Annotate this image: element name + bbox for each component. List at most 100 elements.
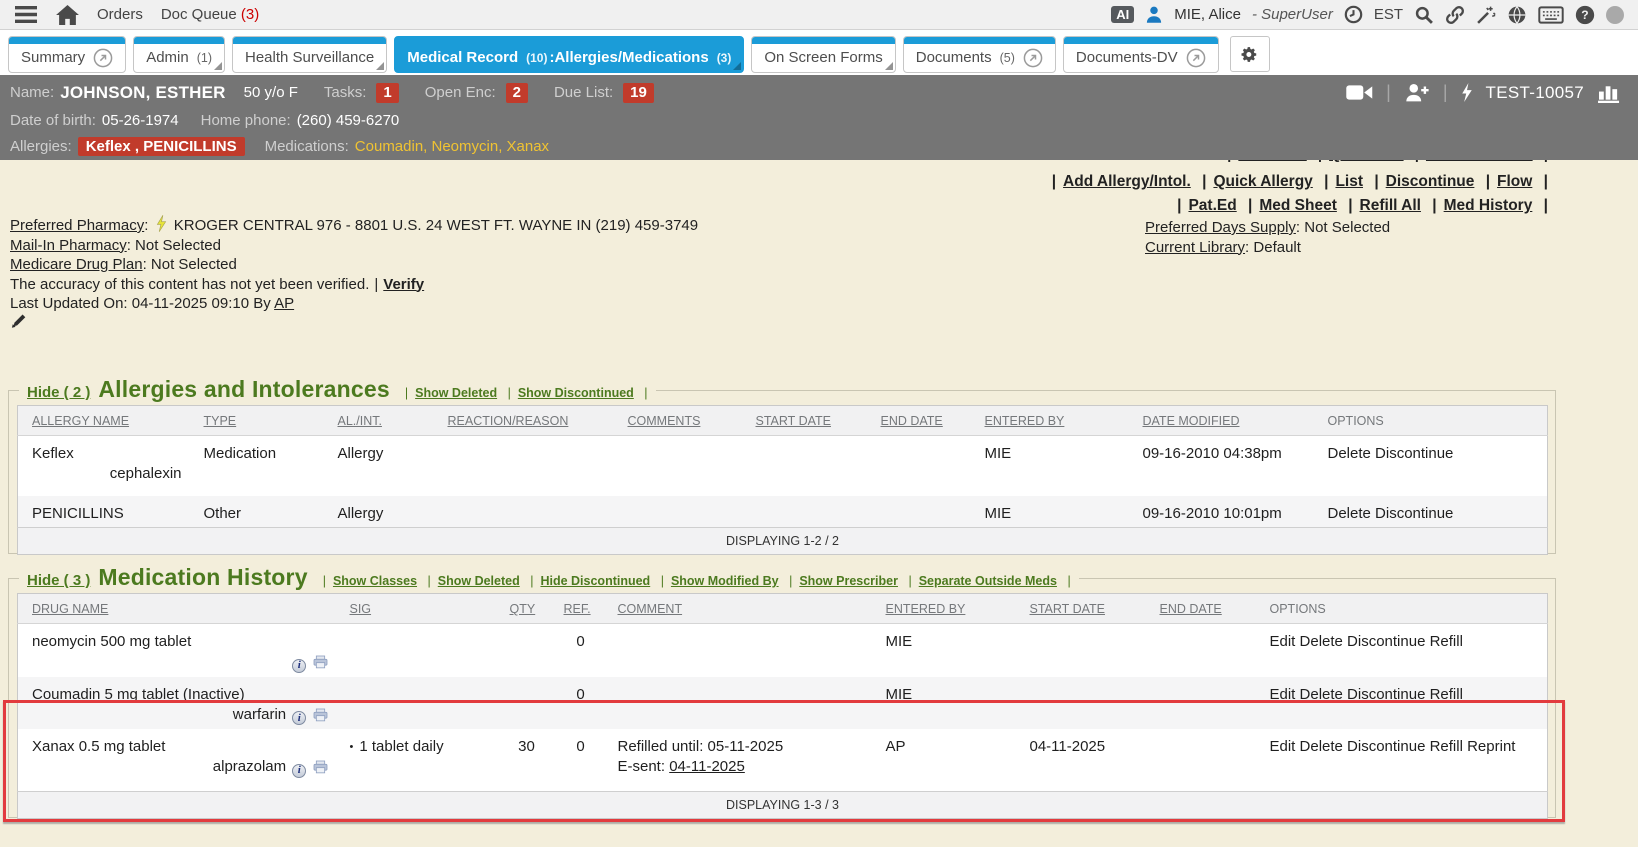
col-al-int[interactable]: AL./INT. — [337, 414, 382, 428]
menu-doc-queue[interactable]: Doc Queue (3) — [160, 6, 260, 23]
search-icon[interactable] — [1414, 5, 1434, 25]
drug-info-icon[interactable]: i — [292, 711, 307, 725]
col-start-date[interactable]: START DATE — [755, 414, 831, 428]
menu-orders[interactable]: Orders — [97, 6, 143, 23]
popout-icon[interactable] — [1023, 48, 1043, 68]
user-icon[interactable] — [1145, 5, 1163, 24]
col-comment[interactable]: COMMENT — [617, 602, 683, 616]
preferred-pharmacy-link[interactable]: Preferred Pharmacy — [10, 217, 148, 234]
tab-health-surveillance[interactable]: Health Surveillance — [232, 36, 388, 73]
col-drug-name[interactable]: DRUG NAME — [32, 602, 109, 616]
meds-header-row: DRUG NAME SIG QTY REF. COMMENT ENTERED B… — [17, 593, 1548, 624]
medication-action-links: Pat.Ed Med Sheet Refill All Med History — [1045, 194, 1548, 218]
allergy-name[interactable]: PENICILLINS — [17, 495, 190, 528]
col-qty[interactable]: QTY — [509, 602, 536, 616]
allergies-hide-link[interactable]: Hide ( 2 ) — [27, 384, 91, 401]
show-deleted-link[interactable]: Show Deleted — [421, 574, 520, 588]
refill-all-link[interactable]: Refill All — [1341, 197, 1421, 214]
col-end-date[interactable]: END DATE — [1159, 602, 1222, 616]
tab-settings-button[interactable] — [1229, 36, 1270, 72]
show-prescriber-link[interactable]: Show Prescriber — [782, 574, 898, 588]
medicare-drug-plan-link[interactable]: Medicare Drug Plan — [10, 256, 147, 273]
tab-summary[interactable]: Summary — [8, 36, 127, 73]
drug-info-icon[interactable]: i — [292, 763, 307, 778]
popout-icon[interactable] — [1186, 48, 1206, 68]
med-name[interactable]: neomycin 500 mg tablet — [32, 633, 192, 650]
med-options[interactable]: Edit Delete Discontinue Refill — [1255, 676, 1548, 729]
print-icon[interactable] — [313, 655, 328, 669]
avatar-placeholder[interactable] — [1606, 5, 1624, 24]
med-options[interactable]: Edit Delete Discontinue Refill Reprint — [1269, 738, 1516, 755]
verify-link[interactable]: Verify — [383, 275, 425, 293]
preferred-days-supply-link[interactable]: Preferred Days Supply — [1145, 219, 1300, 236]
add-allergy-link[interactable]: Add Allergy/Intol. — [1045, 173, 1191, 190]
edit-pencil-icon[interactable] — [10, 312, 27, 333]
link-icon[interactable] — [1445, 5, 1465, 25]
med-esent-date-link[interactable]: 04-11-2025 — [669, 758, 745, 775]
due-list-count-badge[interactable]: 19 — [623, 82, 654, 103]
tab-documents[interactable]: Documents (5) — [902, 36, 1056, 73]
help-icon[interactable]: ? — [1575, 5, 1595, 25]
video-camera-icon[interactable] — [1346, 84, 1373, 101]
chart-stats-icon[interactable] — [1597, 82, 1622, 103]
tab-admin[interactable]: Admin (1) — [133, 36, 225, 73]
col-entered-by[interactable]: ENTERED BY — [984, 414, 1065, 428]
med-name[interactable]: Coumadin 5 mg tablet (Inactive) — [32, 685, 245, 703]
show-classes-link[interactable]: Show Classes — [316, 574, 417, 588]
mail-in-pharmacy-link[interactable]: Mail-In Pharmacy — [10, 237, 131, 254]
add-user-icon[interactable] — [1404, 83, 1430, 102]
allergy-options[interactable]: Delete Discontinue — [1313, 495, 1548, 528]
tab-on-screen-forms[interactable]: On Screen Forms — [751, 36, 896, 73]
show-deleted-link[interactable]: Show Deleted — [398, 386, 497, 400]
keyboard-icon[interactable] — [1538, 5, 1564, 24]
allergy-name[interactable]: Keflex — [32, 445, 74, 462]
quick-allergy-link[interactable]: Quick Allergy — [1195, 173, 1312, 190]
allergies-alert-badge[interactable]: Keflex , PENICILLINS — [77, 137, 245, 156]
current-library-link[interactable]: Current Library — [1145, 239, 1249, 256]
print-icon[interactable] — [313, 760, 328, 774]
col-entered-by[interactable]: ENTERED BY — [885, 602, 966, 616]
med-sheet-link[interactable]: Med Sheet — [1241, 197, 1337, 214]
col-sig[interactable]: SIG — [349, 602, 372, 616]
drug-info-icon[interactable]: i — [292, 658, 307, 673]
popout-icon[interactable] — [93, 48, 113, 68]
show-discontinued-link[interactable]: Show Discontinued — [501, 386, 634, 400]
user-name[interactable]: MIE, Alice — [1174, 6, 1241, 23]
svg-text:?: ? — [1581, 8, 1588, 22]
med-name[interactable]: Xanax 0.5 mg tablet — [32, 738, 166, 755]
magic-wand-icon[interactable] — [1476, 5, 1496, 25]
open-enc-count-badge[interactable]: 2 — [505, 82, 528, 103]
show-modified-by-link[interactable]: Show Modified By — [654, 574, 779, 588]
lightning-bolt-icon[interactable] — [1461, 83, 1473, 102]
tasks-count-badge[interactable]: 1 — [376, 82, 399, 103]
col-comments[interactable]: COMMENTS — [627, 414, 701, 428]
print-icon[interactable] — [313, 708, 328, 722]
timezone-label[interactable]: EST — [1373, 6, 1403, 23]
tab-medical-record[interactable]: Medical Record (10) :Allergies/Medicatio… — [394, 36, 745, 73]
list-link[interactable]: List — [1317, 173, 1363, 190]
globe-icon[interactable] — [1507, 5, 1527, 25]
col-allergy-name[interactable]: ALLERGY NAME — [32, 414, 130, 428]
col-ref[interactable]: REF. — [563, 602, 591, 616]
med-history-link[interactable]: Med History — [1425, 197, 1533, 214]
discontinue-link[interactable]: Discontinue — [1367, 173, 1475, 190]
medications-summary[interactable]: Coumadin, Neomycin, Xanax — [354, 138, 550, 155]
allergy-options[interactable]: Delete Discontinue — [1327, 445, 1454, 462]
col-type[interactable]: TYPE — [203, 414, 237, 428]
flow-link[interactable]: Flow — [1479, 173, 1532, 190]
col-end-date[interactable]: END DATE — [880, 414, 943, 428]
ai-badge[interactable]: AI — [1111, 6, 1135, 23]
pat-ed-link[interactable]: Pat.Ed — [1170, 197, 1236, 214]
col-start-date[interactable]: START DATE — [1029, 602, 1105, 616]
hamburger-menu-icon[interactable] — [14, 5, 38, 24]
med-options[interactable]: Edit Delete Discontinue Refill — [1269, 633, 1463, 650]
separate-outside-meds-link[interactable]: Separate Outside Meds — [901, 574, 1057, 588]
tab-documents-dv[interactable]: Documents-DV — [1062, 36, 1219, 73]
home-icon[interactable] — [56, 4, 79, 25]
hide-discontinued-link[interactable]: Hide Discontinued — [523, 574, 650, 588]
col-date-modified[interactable]: DATE MODIFIED — [1142, 414, 1240, 428]
meds-hide-link[interactable]: Hide ( 3 ) — [27, 572, 91, 589]
clock-icon[interactable] — [1344, 5, 1363, 24]
col-reaction[interactable]: REACTION/REASON — [447, 414, 569, 428]
last-updated-by-link[interactable]: AP — [274, 295, 295, 312]
